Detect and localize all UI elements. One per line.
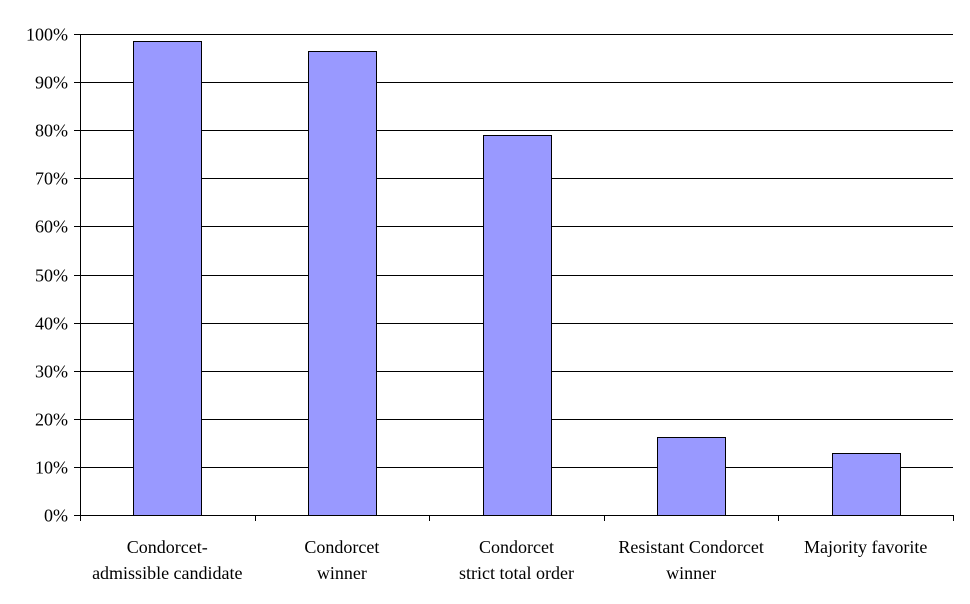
bar-2 (483, 135, 552, 516)
x-category-label-3: Resistant Condorcet winner (618, 537, 763, 583)
bar-1 (308, 51, 377, 516)
y-tick-label-5: 50% (35, 266, 68, 286)
y-tick-labels: 0% 10% 20% 30% 40% 50% 60% 70% 80% 90% 100% (26, 25, 68, 526)
y-tick-label-0: 0% (44, 506, 68, 526)
y-tick-label-8: 80% (35, 121, 68, 141)
y-tick-label-9: 90% (35, 73, 68, 93)
y-tick-label-2: 20% (35, 410, 68, 430)
y-tick-label-6: 60% (35, 217, 68, 237)
x-category-labels: Condorcet-admissible candidate Condorcet w… (92, 537, 927, 583)
bars (133, 41, 901, 516)
x-category-label-0: Condorcet-admissible candidate (92, 537, 242, 583)
x-category-label-1: Condorcet winner (304, 537, 379, 583)
y-tick-label-3: 30% (35, 362, 68, 382)
bar-4 (832, 453, 901, 516)
y-tick-label-4: 40% (35, 314, 68, 334)
y-tick-label-1: 10% (35, 458, 68, 478)
x-category-label-4: Majority favorite (804, 537, 927, 557)
bar-0 (133, 41, 202, 516)
axes (74, 34, 954, 521)
y-tick-label-7: 70% (35, 169, 68, 189)
x-category-label-2: Condorcet strict total order (459, 537, 574, 583)
y-tick-label-10: 100% (26, 25, 68, 45)
bar-3 (657, 437, 726, 516)
